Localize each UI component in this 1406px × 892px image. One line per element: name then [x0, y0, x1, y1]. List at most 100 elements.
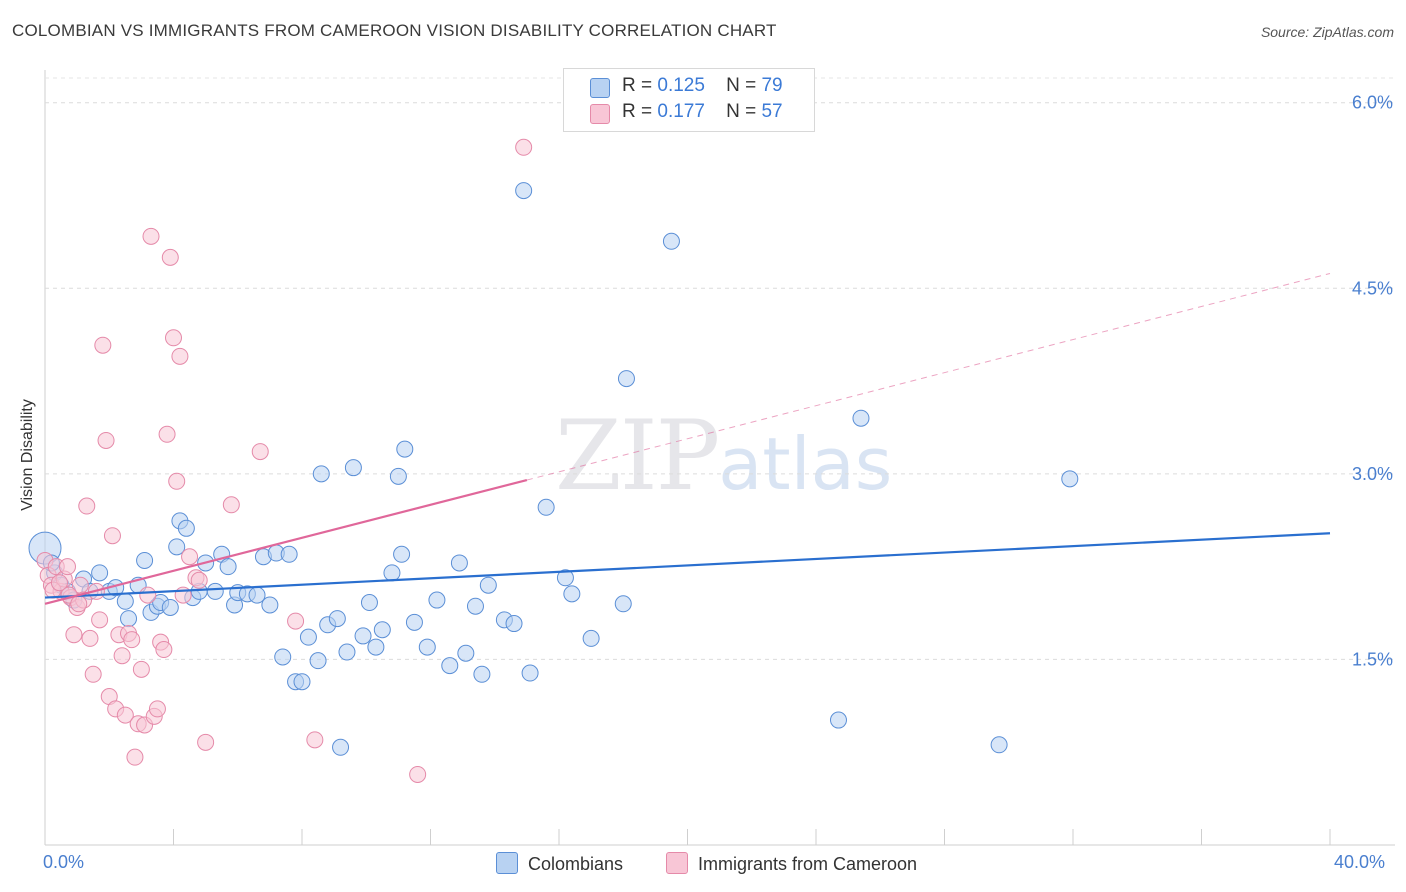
cameroon-point	[65, 626, 83, 644]
colombians-point	[614, 595, 632, 613]
y-tick-label: 6.0%	[1352, 93, 1393, 113]
cameroon-point	[113, 647, 131, 665]
colombians-point	[617, 370, 635, 388]
series-legend-swatch-cameroon	[666, 852, 688, 874]
cameroon-point	[165, 329, 182, 347]
colombians-point	[396, 440, 414, 458]
colombians-point	[505, 615, 523, 633]
y-tick-label: 1.5%	[1352, 649, 1393, 669]
colombians-point	[338, 643, 356, 661]
colombians-point	[373, 621, 391, 639]
colombians-point	[393, 545, 411, 563]
colombians-point	[309, 652, 327, 670]
series-legend-colombians: Colombians	[496, 852, 623, 875]
series-legend: Colombians Immigrants from Cameroon	[0, 852, 1406, 878]
watermark: ZIPatlas	[555, 400, 892, 512]
series-legend-swatch-colombians	[496, 852, 518, 874]
y-tick-label: 4.5%	[1352, 278, 1393, 298]
watermark-atlas: atlas	[718, 422, 893, 506]
cameroon-point	[148, 700, 166, 718]
colombians-point	[280, 545, 298, 563]
cameroon-point	[94, 336, 112, 354]
x-tick-label-min: 0.0%	[43, 852, 85, 872]
colombians-point	[441, 657, 459, 675]
y-axis-label: Vision Disability	[19, 399, 36, 511]
cameroon-point	[409, 765, 427, 783]
colombians-point	[299, 628, 317, 646]
colombians-point	[556, 569, 574, 587]
cameroon-point	[123, 631, 141, 649]
cameroon-point	[142, 227, 160, 245]
colombians-point	[990, 736, 1008, 754]
colombians-point	[312, 465, 330, 483]
colombians-point	[332, 738, 350, 756]
cameroon-point	[103, 527, 121, 545]
colombians-point	[274, 648, 292, 666]
colombians-point	[582, 629, 600, 647]
colombians-point	[383, 564, 401, 582]
x-tick-label-max: 40.0%	[1334, 852, 1386, 872]
colombians-point	[1061, 470, 1079, 488]
cameroon-point	[50, 574, 68, 592]
cameroon-point	[222, 496, 240, 514]
cameroon-point	[58, 558, 76, 576]
cameroon-point	[139, 586, 157, 604]
chart-title: COLOMBIAN VS IMMIGRANTS FROM CAMEROON VI…	[12, 21, 777, 40]
cameroon-point	[91, 611, 109, 629]
colombians-point	[328, 610, 346, 628]
legend-swatch-colombians	[590, 78, 610, 98]
cameroon-point	[70, 595, 88, 613]
cameroon-point	[126, 748, 144, 766]
colombians-point	[515, 182, 533, 200]
legend-r-value: 0.177	[657, 101, 705, 122]
watermark-zip: ZIP	[555, 400, 720, 512]
colombians-point	[662, 232, 680, 250]
legend-r-label: R =	[622, 75, 653, 96]
cameroon-point	[306, 731, 324, 749]
cameroon-point	[171, 347, 189, 365]
colombians-point	[161, 598, 179, 616]
colombians-point	[389, 467, 407, 485]
cameroon-point	[132, 660, 150, 678]
cameroon-point	[81, 629, 99, 647]
colombians-point	[405, 613, 423, 631]
legend-swatch-cameroon	[590, 104, 610, 124]
colombians-point	[344, 459, 362, 477]
colombians-point	[852, 409, 870, 427]
colombians-point	[136, 551, 154, 569]
colombians-point	[206, 582, 224, 600]
colombians-point	[261, 596, 279, 614]
cameroon-point	[78, 497, 96, 515]
colombians-point	[360, 594, 378, 612]
cameroon-point	[515, 138, 533, 156]
colombians-point	[450, 554, 468, 572]
cameroon-point	[155, 641, 173, 659]
colombians-point	[354, 627, 372, 645]
colombians-point	[466, 597, 484, 615]
colombians-point	[168, 538, 186, 556]
colombians-point	[457, 644, 475, 662]
legend-r-value: 0.125	[657, 75, 705, 96]
cameroon-point	[97, 431, 115, 449]
colombians-point	[116, 592, 134, 610]
cameroon-point	[161, 248, 179, 266]
colombians-point	[418, 638, 436, 656]
series-legend-label: Colombians	[528, 854, 624, 874]
cameroon-point	[190, 571, 208, 589]
colombians-point	[91, 564, 109, 582]
source-label: Source: ZipAtlas.com	[1260, 24, 1394, 40]
cameroon-trend-extension	[526, 272, 1331, 481]
series-legend-label: Immigrants from Cameroon	[698, 854, 918, 874]
cameroon-point	[168, 472, 186, 490]
cameroon-point	[197, 733, 215, 751]
cameroon-point	[158, 425, 176, 443]
cameroon-point	[251, 443, 269, 461]
colombians-point	[293, 673, 311, 691]
y-tick-label: 3.0%	[1352, 464, 1393, 484]
cameroon-point	[84, 665, 102, 683]
cameroon-trend-line	[44, 478, 528, 605]
colombians-point	[219, 558, 237, 576]
colombians-point	[521, 664, 539, 682]
colombians-point	[829, 711, 847, 729]
